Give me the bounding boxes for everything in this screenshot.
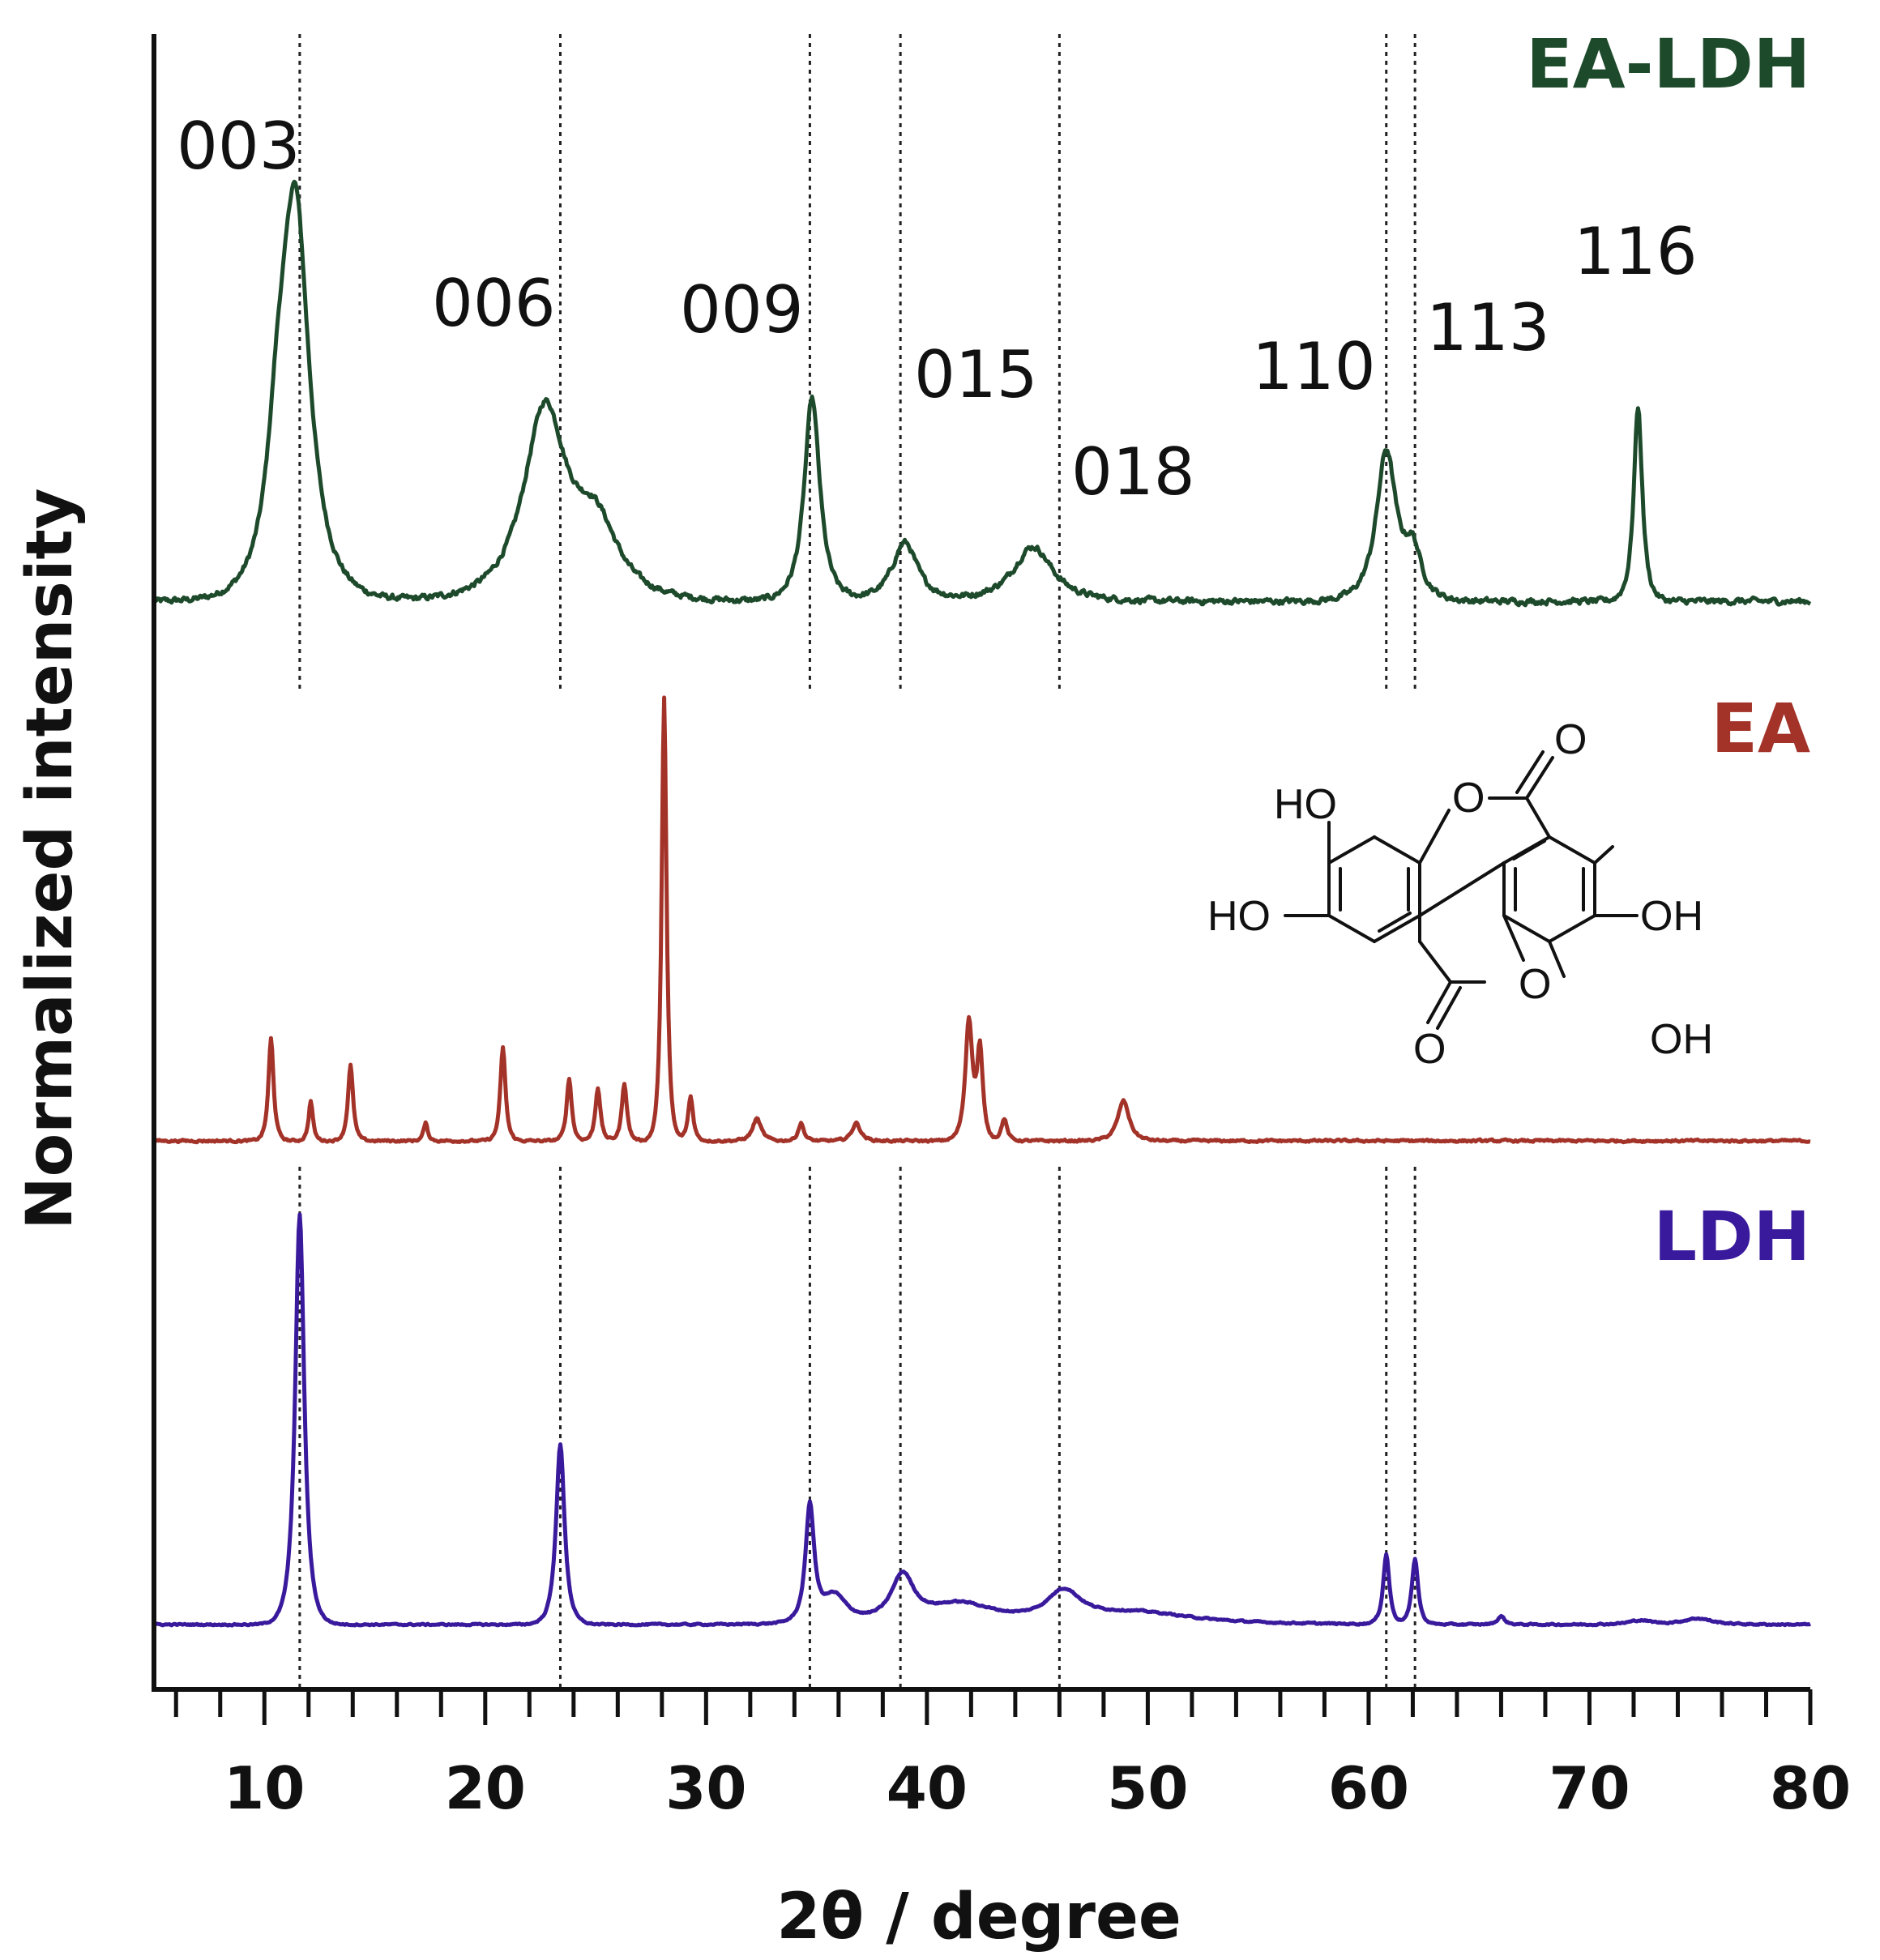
reflection-label-009: 009 bbox=[680, 272, 804, 348]
series-line-ea bbox=[152, 695, 1812, 1145]
x-tick-label: 40 bbox=[887, 1754, 968, 1822]
y-axis-title: Normalized intensity bbox=[14, 488, 87, 1229]
structure-bonds bbox=[1284, 750, 1639, 1030]
series-labels: EA-LDH EA LDH bbox=[1526, 24, 1810, 1276]
x-axis-title: 2θ / degree bbox=[776, 1881, 1181, 1954]
reflection-label-116: 116 bbox=[1574, 214, 1698, 289]
x-tick-label: 20 bbox=[445, 1754, 526, 1822]
x-ticks bbox=[173, 1689, 1813, 1725]
series-line-ldh bbox=[152, 1212, 1812, 1628]
x-tick-label: 30 bbox=[665, 1754, 746, 1822]
reflection-label-006: 006 bbox=[432, 266, 556, 341]
x-tick-label: 50 bbox=[1107, 1754, 1188, 1822]
atom-oh-2: OH bbox=[1650, 1016, 1713, 1063]
x-tick-label: 10 bbox=[224, 1754, 305, 1822]
series-line-ea-ldh bbox=[152, 179, 1812, 608]
series-layer bbox=[152, 179, 1812, 1628]
reflection-labels: 003 006 009 015 018 110 113 116 bbox=[177, 109, 1698, 510]
atom-o-carbonyl-bottom: O bbox=[1413, 1026, 1446, 1073]
reflection-label-015: 015 bbox=[914, 337, 1038, 412]
atom-oh-1: OH bbox=[1640, 893, 1703, 940]
atom-o-carbonyl-top: O bbox=[1554, 716, 1587, 763]
x-tick-labels: 10 20 30 40 50 60 70 80 bbox=[224, 1754, 1851, 1822]
x-tick-label: 80 bbox=[1770, 1754, 1851, 1822]
reference-lines bbox=[298, 34, 1416, 1689]
series-label-ldh: LDH bbox=[1653, 1197, 1810, 1276]
ellagic-acid-structure: HO HO OH OH O O O O bbox=[1207, 716, 1713, 1073]
atom-ho-1: HO bbox=[1274, 781, 1337, 828]
x-tick-label: 70 bbox=[1549, 1754, 1630, 1822]
series-label-ea-ldh: EA-LDH bbox=[1526, 24, 1810, 104]
x-tick-label: 60 bbox=[1328, 1754, 1409, 1822]
atom-ho-2: HO bbox=[1207, 893, 1271, 940]
reflection-label-113: 113 bbox=[1426, 290, 1550, 365]
series-label-ea: EA bbox=[1711, 689, 1810, 768]
atom-o-ring-bottom: O bbox=[1519, 961, 1551, 1008]
atom-o-ring-top: O bbox=[1452, 775, 1485, 822]
reflection-label-110: 110 bbox=[1252, 329, 1376, 404]
reflection-label-003: 003 bbox=[177, 109, 301, 184]
reflection-label-018: 018 bbox=[1071, 434, 1195, 510]
